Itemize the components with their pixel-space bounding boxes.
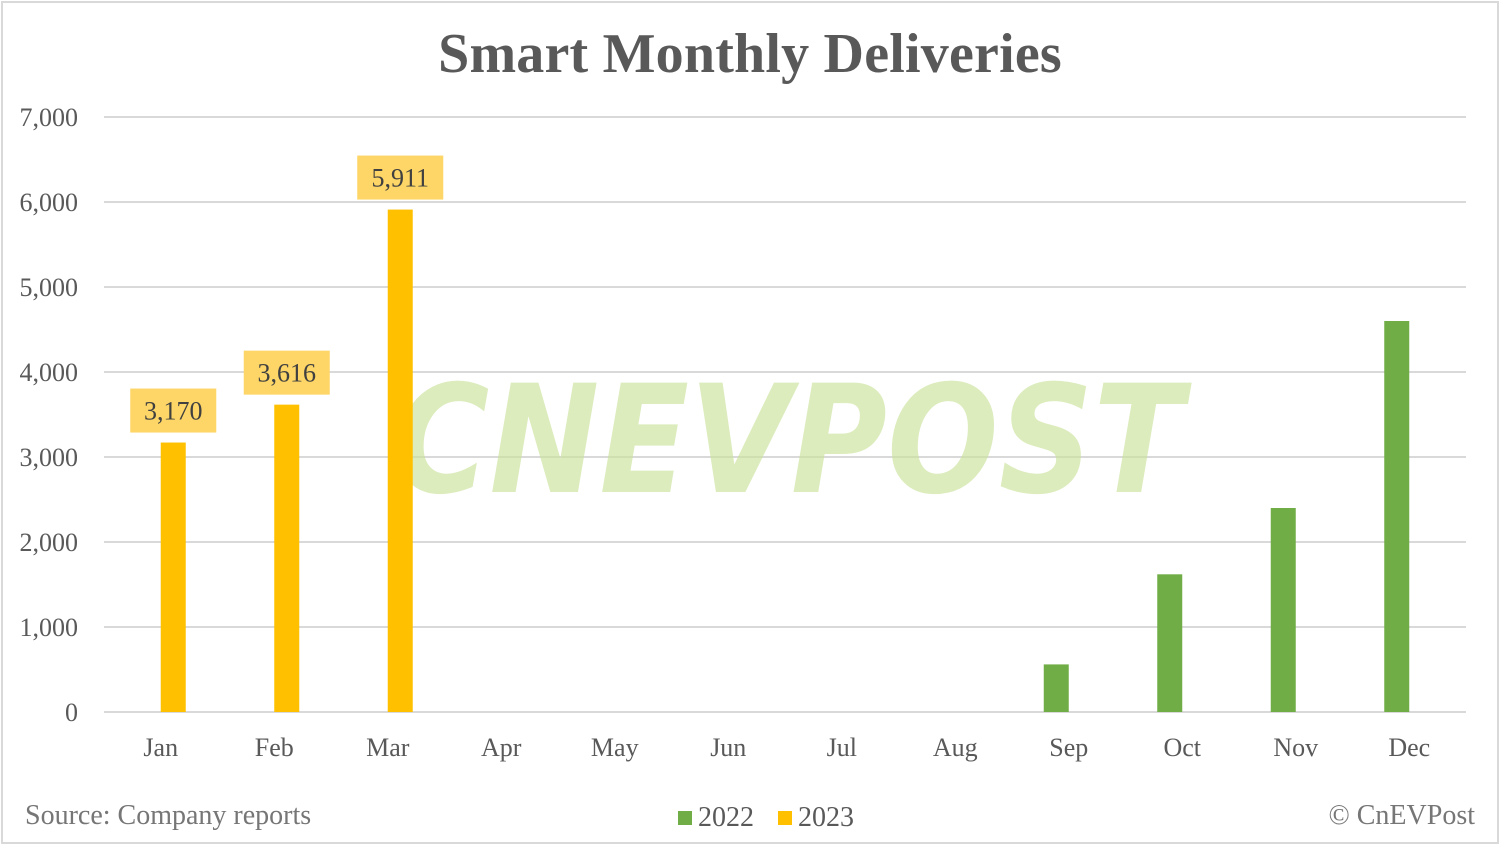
bar-2023-feb (274, 404, 300, 712)
x-axis-tick-label: May (591, 733, 639, 762)
y-axis-tick-label: 1,000 (20, 613, 79, 642)
data-label: 3,170 (144, 397, 203, 426)
bar-2022-dec (1384, 321, 1410, 712)
y-axis-tick-label: 0 (65, 698, 78, 727)
bar-2022-nov (1270, 508, 1296, 712)
legend-label-2022: 2022 (698, 802, 754, 833)
x-axis-tick-label: Aug (933, 733, 978, 762)
x-axis-tick-label: Feb (255, 733, 294, 762)
data-label-box (357, 155, 444, 200)
bar-2023-mar (387, 209, 413, 712)
x-axis-tick-label: Jun (710, 733, 746, 762)
legend-item-2023: 2023 (778, 802, 854, 834)
bar-2023-jan (160, 442, 186, 712)
x-axis-tick-label: Oct (1163, 733, 1201, 762)
bar-2022-sep (1043, 664, 1069, 712)
legend-label-2023: 2023 (798, 802, 854, 833)
chart-title: Smart Monthly Deliveries (438, 23, 1062, 85)
legend-swatch-2023 (778, 811, 792, 825)
bar-2022-oct (1157, 574, 1183, 712)
y-axis-tick-label: 6,000 (20, 188, 79, 217)
y-axis-tick-label: 3,000 (20, 443, 79, 472)
x-axis-tick-label: Jan (143, 733, 178, 762)
data-label-box (130, 388, 217, 433)
x-axis-tick-label: Mar (366, 733, 410, 762)
x-axis-tick-label: Jul (827, 733, 857, 762)
copyright-note: © CnEVPost (1328, 800, 1475, 831)
y-axis-tick-label: 5,000 (20, 273, 79, 302)
y-axis-tick-label: 4,000 (20, 358, 79, 387)
legend-item-2022: 2022 (678, 802, 754, 834)
data-label: 5,911 (371, 164, 429, 193)
legend-swatch-2022 (678, 811, 692, 825)
x-axis-tick-label: Sep (1049, 733, 1088, 762)
y-axis-tick-label: 2,000 (20, 528, 79, 557)
x-axis-tick-label: Nov (1273, 733, 1318, 762)
legend: 2022 2023 (678, 802, 878, 834)
x-axis-tick-label: Dec (1388, 733, 1430, 762)
y-axis-tick-label: 7,000 (20, 103, 79, 132)
watermark: CNEVPOST (393, 354, 1192, 528)
x-axis-tick-label: Apr (481, 733, 522, 762)
source-note: Source: Company reports (25, 800, 312, 831)
data-label-box (243, 350, 330, 395)
data-label: 3,616 (258, 359, 317, 388)
